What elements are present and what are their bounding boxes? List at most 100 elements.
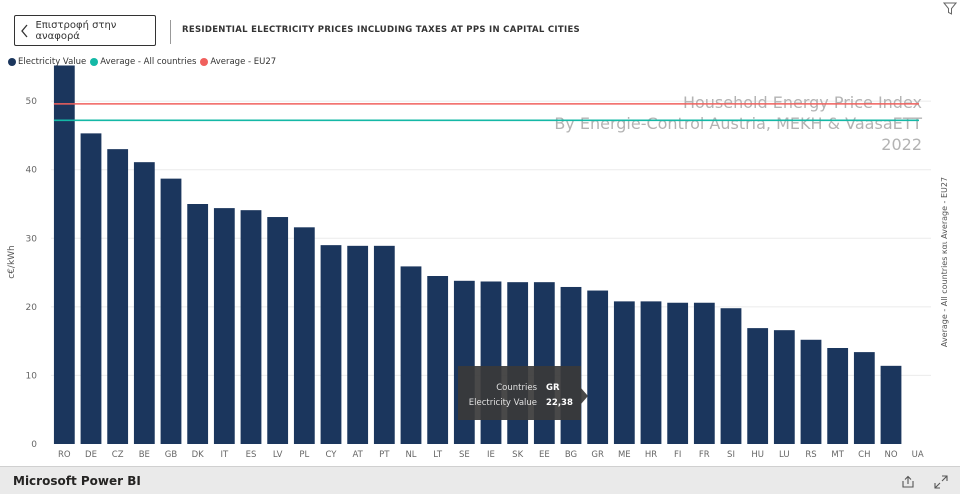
legend-item-average-eu27[interactable]: Average - EU27 [200, 57, 276, 67]
x-tick-label: LU [779, 450, 790, 460]
watermark-line-2: By Energie-Control Austria, MEKH & Vaasa… [554, 114, 922, 133]
x-tick-label: BG [565, 450, 577, 460]
x-tick-label: HU [751, 450, 764, 460]
x-tick-label: UA [912, 450, 924, 460]
x-tick-label: PL [299, 450, 309, 460]
bar-ro[interactable] [53, 65, 75, 444]
bar-es[interactable] [240, 210, 262, 444]
y-tick-label: 10 [26, 371, 38, 381]
bar-lv[interactable] [267, 217, 289, 444]
x-axis-ticks: RO DE CZ BE GB DK IT ES LV PL CY AT PT NL LT SE IE SK EE BG… [58, 450, 924, 460]
x-tick-label: SE [459, 450, 470, 460]
x-tick-label: MT [831, 450, 844, 460]
legend-label: Average - All countries [100, 57, 197, 67]
y-tick-label: 50 [26, 97, 38, 107]
bar-hr[interactable] [640, 301, 662, 444]
bar-hu[interactable] [747, 328, 769, 444]
bar-chart: 0 10 20 30 40 50 RO DE CZ BE GB DK IT ES LV PL CY AT PT NL… [7, 65, 949, 460]
bar-bg[interactable] [560, 286, 582, 444]
bars [53, 65, 902, 444]
legend-item-average-all[interactable]: Average - All countries [90, 57, 196, 67]
x-tick-label: AT [352, 450, 363, 460]
share-icon[interactable] [901, 474, 915, 488]
y2-axis-label: Average - All countries και Average - EU… [940, 177, 949, 347]
bar-de[interactable] [80, 133, 102, 444]
tooltip-countries-value: GR [546, 383, 560, 393]
chart-title: RESIDENTIAL ELECTRICITY PRICES INCLUDING… [182, 25, 580, 35]
chevron-left-icon [15, 24, 35, 38]
x-tick-label: FI [674, 450, 681, 460]
watermark-line-1: Household Energy Price Index [683, 93, 922, 112]
x-tick-label: RS [805, 450, 816, 460]
chart-legend: Electricity Value Average - All countrie… [8, 57, 280, 67]
bar-rs[interactable] [800, 339, 822, 444]
x-tick-label: IE [487, 450, 495, 460]
x-tick-label: RO [58, 450, 71, 460]
y-axis-label: c€/kWh [7, 245, 17, 279]
back-button-label: Επιστροφή στην αναφορά [35, 19, 117, 42]
tooltip: Countries GR Electricity Value 22,38 [458, 366, 588, 420]
bar-ch[interactable] [853, 352, 875, 444]
x-tick-label: NO [884, 450, 897, 460]
x-tick-label: GB [165, 450, 178, 460]
x-tick-label: DK [192, 450, 205, 460]
legend-label: Average - EU27 [210, 57, 277, 67]
y-tick-label: 30 [26, 234, 38, 244]
x-tick-label: PT [379, 450, 390, 460]
x-tick-label: FR [699, 450, 710, 460]
bar-fr[interactable] [693, 302, 715, 444]
title-divider [170, 20, 171, 44]
legend-label: Electricity Value [18, 57, 87, 67]
bar-fi[interactable] [667, 302, 689, 444]
bar-pt[interactable] [373, 245, 395, 444]
bar-pl[interactable] [293, 227, 315, 444]
x-tick-label: HR [645, 450, 657, 460]
watermark-line-3: 2022 [881, 135, 922, 154]
legend-dot [90, 58, 99, 66]
tooltip-value-value: 22,38 [546, 398, 573, 408]
bar-at[interactable] [347, 245, 369, 444]
y-tick-label: 0 [31, 440, 37, 450]
bar-lt[interactable] [427, 276, 449, 444]
bar-gb[interactable] [160, 178, 182, 444]
bar-lu[interactable] [773, 330, 795, 444]
x-tick-label: CZ [112, 450, 124, 460]
average-lines [53, 103, 919, 122]
bar-dk[interactable] [187, 204, 209, 444]
x-tick-label: LV [273, 450, 283, 460]
x-tick-label: BE [139, 450, 150, 460]
x-tick-label: SK [512, 450, 523, 460]
powerbi-footer: Microsoft Power BI [0, 466, 960, 494]
x-tick-label: SI [727, 450, 735, 460]
report-canvas: Επιστροφή στην αναφορά RESIDENTIAL ELECT… [0, 0, 960, 466]
bar-cy[interactable] [320, 245, 342, 444]
bar-me[interactable] [613, 301, 635, 444]
bar-nl[interactable] [400, 266, 422, 444]
bar-be[interactable] [133, 162, 155, 444]
expand-icon[interactable] [934, 474, 948, 489]
y-tick-label: 20 [26, 303, 38, 313]
bar-no[interactable] [880, 365, 902, 444]
x-tick-label: DE [85, 450, 97, 460]
x-tick-label: CH [858, 450, 870, 460]
x-tick-label: CY [326, 450, 338, 460]
legend-item-electricity[interactable]: Electricity Value [8, 57, 86, 67]
y-axis-ticks: 0 10 20 30 40 50 [26, 97, 38, 450]
x-tick-label: ME [618, 450, 631, 460]
legend-dot [200, 58, 209, 66]
x-tick-label: ES [246, 450, 257, 460]
bar-mt[interactable] [827, 348, 849, 444]
back-to-report-button[interactable]: Επιστροφή στην αναφορά [14, 15, 156, 46]
x-tick-label: LT [433, 450, 443, 460]
x-tick-label: GR [591, 450, 604, 460]
tooltip-box [458, 366, 588, 420]
bar-cz[interactable] [107, 149, 129, 444]
watermark: Household Energy Price Index By Energie-… [554, 93, 922, 154]
bar-it[interactable] [213, 208, 235, 444]
bar-si[interactable] [720, 308, 742, 444]
tooltip-countries-label: Countries [496, 383, 537, 393]
legend-dot [8, 58, 16, 66]
filter-icon[interactable] [942, 0, 959, 15]
tooltip-value-label: Electricity Value [469, 398, 537, 408]
bar-gr[interactable] [587, 290, 609, 444]
